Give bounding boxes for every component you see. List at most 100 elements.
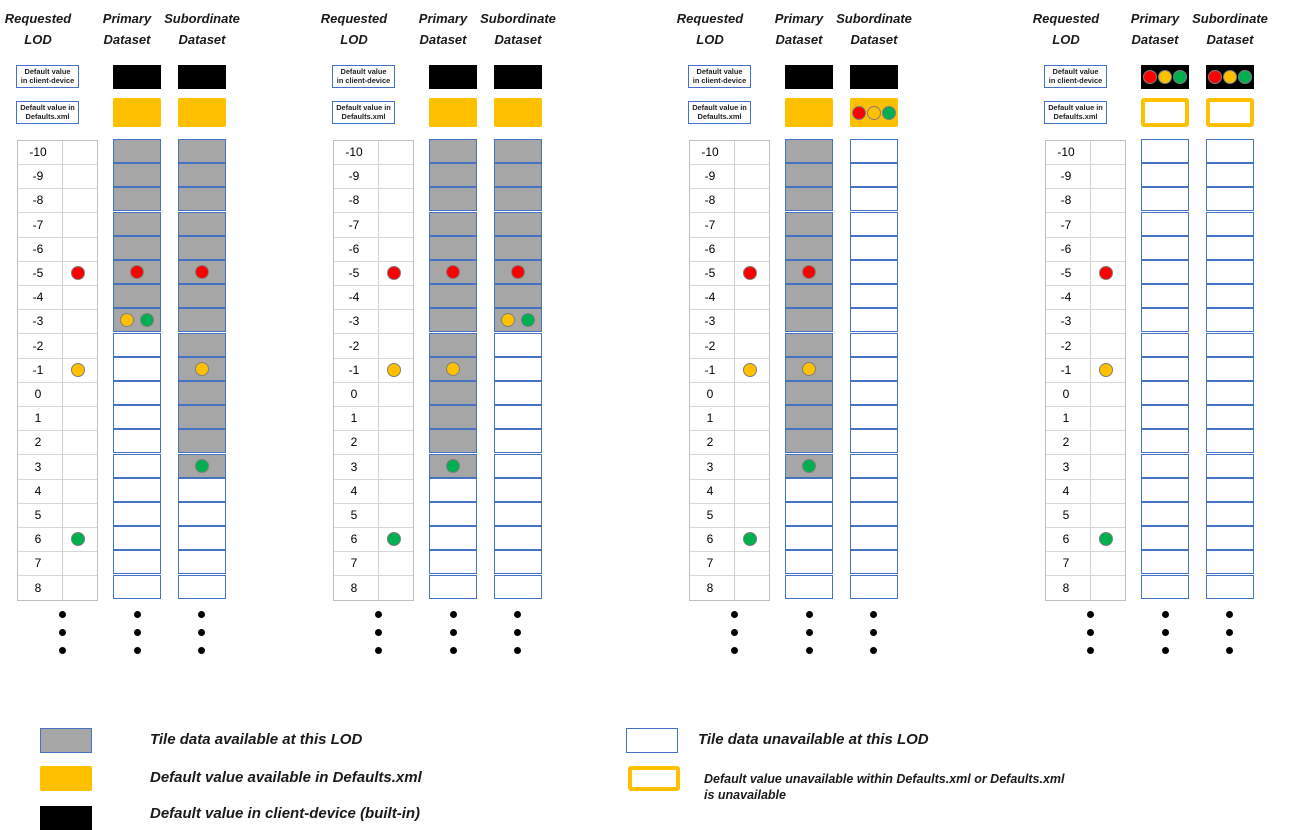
requested-lod-table: -10 -9 -8 -7 -6 -5 -4 -3 -2 -1 0 1 2 3 4 5 6 7 8 xyxy=(689,140,770,601)
subordinate-tile-cell xyxy=(494,550,542,575)
lod-row: -2 xyxy=(1046,335,1125,359)
primary-ellipsis-dot-3 xyxy=(134,647,141,654)
primary-tile-cell xyxy=(113,332,161,357)
lod-number: 4 xyxy=(706,483,714,498)
requested-ellipsis-dot-1 xyxy=(731,611,738,618)
lod-number: -2 xyxy=(348,338,360,353)
xml-default-label: Default value in Defaults.xml xyxy=(332,101,395,124)
lod-row: -10 xyxy=(334,141,413,165)
primary-dataset-header: Primary Dataset xyxy=(774,11,824,47)
primary-tile-cell xyxy=(1141,187,1189,212)
primary-dataset-header: Primary Dataset xyxy=(102,11,152,47)
lod-number: 1 xyxy=(350,411,358,426)
lod-row: -4 xyxy=(1046,286,1125,311)
requested-red-dot xyxy=(743,266,757,280)
subordinate-tile-cell xyxy=(1206,235,1254,260)
requested-red-dot xyxy=(1099,266,1113,280)
requested-yellow-dot xyxy=(743,362,757,377)
lod-row: 4 xyxy=(1046,480,1125,504)
subordinate-tile-cell xyxy=(494,187,542,212)
client-default-label: Default value in client-device xyxy=(1044,65,1107,88)
subordinate-tile-cell xyxy=(850,429,898,454)
lod-row: 7 xyxy=(18,552,97,577)
legend-orange-text: Default value available in Defaults.xml xyxy=(150,769,422,786)
lod-row: -9 xyxy=(1046,165,1125,190)
lod-row: 7 xyxy=(690,552,769,577)
client-default-label: Default value in client-device xyxy=(332,65,395,88)
primary-xml-default-swatch xyxy=(113,98,161,127)
subordinate-tile-cell xyxy=(178,187,226,212)
primary-client-yellow-dot xyxy=(1158,70,1172,84)
lod-number: -5 xyxy=(32,266,44,280)
lod-row: 3 xyxy=(18,456,97,480)
lod-number: -8 xyxy=(348,193,360,208)
lod-row: -3 xyxy=(18,310,97,335)
subordinate-ellipsis-dot-2 xyxy=(198,629,205,636)
requested-lod-table: -10 -9 -8 -7 -6 -5 -4 -3 -2 -1 0 1 2 3 4 5 6 7 8 xyxy=(333,140,414,601)
subordinate-xml-empty-dot xyxy=(867,106,881,120)
legend-orange-swatch xyxy=(40,766,92,791)
lod-number: -9 xyxy=(348,169,360,184)
subordinate-tile-cell xyxy=(178,284,226,309)
subordinate-tile-cell xyxy=(1206,284,1254,309)
subordinate-red-dot xyxy=(511,265,525,279)
client-default-label: Default value in client-device xyxy=(688,65,751,88)
subordinate-xml-default-swatch xyxy=(494,98,542,127)
primary-ellipsis-dot-2 xyxy=(1162,629,1169,636)
lod-row: -1 xyxy=(1046,359,1125,383)
lod-number: -7 xyxy=(32,217,44,232)
lod-number: -6 xyxy=(32,241,44,256)
subordinate-tile-cell xyxy=(494,405,542,430)
subordinate-ellipsis-dot-2 xyxy=(870,629,877,636)
lod-row: -10 xyxy=(18,141,97,165)
subordinate-client-yellow-dot xyxy=(1223,70,1237,84)
primary-tile-cell xyxy=(429,308,477,333)
lod-row: -3 xyxy=(1046,310,1125,335)
subordinate-client-default-swatch xyxy=(178,65,226,89)
lod-number: -1 xyxy=(704,362,716,377)
subordinate-tile-cell xyxy=(850,235,898,260)
subordinate-tile-cell xyxy=(850,502,898,526)
primary-tile-cell xyxy=(1141,260,1189,284)
lod-number: -2 xyxy=(32,338,44,353)
primary-green-dot xyxy=(140,313,154,328)
lod-row: -7 xyxy=(1046,214,1125,238)
subordinate-tile-cell xyxy=(1206,574,1254,599)
lod-number: -10 xyxy=(29,145,47,159)
primary-tile-cell xyxy=(113,574,161,599)
subordinate-tile-cell xyxy=(1206,260,1254,284)
legend-black-text: Default value in client-device (built-in… xyxy=(150,805,421,822)
lod-number: 1 xyxy=(706,411,714,426)
primary-green-dot xyxy=(446,458,460,473)
primary-tile-cell xyxy=(785,526,833,551)
lod-number: 2 xyxy=(1062,435,1070,450)
subordinate-tile-cell xyxy=(178,405,226,430)
subordinate-tile-cell xyxy=(494,332,542,357)
primary-tile-cell xyxy=(785,211,833,236)
lod-row: -6 xyxy=(18,238,97,262)
subordinate-tile-cell xyxy=(494,574,542,599)
requested-ellipsis-dot-3 xyxy=(375,647,382,654)
primary-ellipsis-dot-1 xyxy=(1162,611,1169,618)
lod-number: -4 xyxy=(32,290,44,305)
lod-row: 4 xyxy=(18,480,97,504)
lod-row: -8 xyxy=(334,189,413,214)
primary-tile-cell xyxy=(785,356,833,381)
lod-number: 4 xyxy=(350,483,358,498)
subordinate-client-red-dot xyxy=(1208,70,1222,84)
primary-tile-cell xyxy=(429,163,477,188)
lod-number: 8 xyxy=(1062,580,1070,595)
primary-ellipsis-dot-1 xyxy=(450,611,457,618)
subordinate-tile-cell xyxy=(850,574,898,599)
subordinate-tile-cell xyxy=(1206,381,1254,405)
requested-yellow-dot xyxy=(1099,362,1113,377)
legend-gray-swatch xyxy=(40,728,92,753)
lod-row: -6 xyxy=(690,238,769,262)
primary-client-default-swatch xyxy=(785,65,833,89)
subordinate-tile-cell xyxy=(494,502,542,526)
lod-row: -8 xyxy=(1046,189,1125,214)
legend-gray-text: Tile data available at this LOD xyxy=(150,731,363,748)
legend-orange-empty-text: Default value unavailable within Default… xyxy=(704,772,1065,802)
requested-ellipsis-dot-3 xyxy=(1087,647,1094,654)
primary-ellipsis-dot-2 xyxy=(806,629,813,636)
